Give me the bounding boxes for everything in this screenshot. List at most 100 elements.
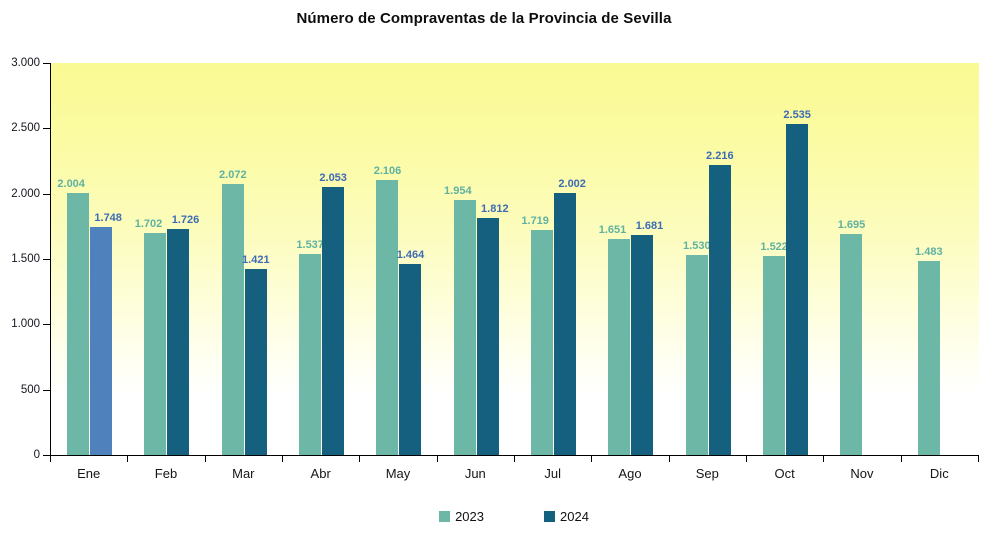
y-tick-mark (43, 324, 50, 326)
y-tick-label: 500 (20, 383, 40, 396)
value-label-2023-dic: 1.483 (915, 246, 943, 259)
y-tick-mark (43, 193, 50, 195)
legend: 2023 2024 (50, 509, 978, 524)
x-tick-mark (514, 455, 515, 462)
legend-label-2023: 2023 (455, 509, 484, 524)
bar-2023-sep: 1.530 (683, 240, 711, 455)
x-tick-mark (591, 455, 593, 462)
x-tick-mark (204, 455, 206, 462)
x-category-label-sep: Sep (695, 466, 719, 481)
bar-group-dic: 1.483 (902, 63, 979, 455)
bar-group-nov: 1.695 (824, 63, 901, 455)
x-tick-mark (282, 455, 283, 462)
bar-2023-may: 2.106 (374, 165, 401, 455)
x-category-label-jul: Jul (544, 466, 561, 481)
legend-item-2023: 2023 (439, 509, 484, 524)
bar-2023-feb: 1.702 (135, 218, 167, 455)
y-tick-label: 2.000 (11, 187, 40, 200)
legend-item-2024: 2024 (544, 509, 589, 524)
value-label-2023-sep: 1.530 (683, 240, 711, 253)
bar-2024-feb: 1.726 (167, 214, 199, 455)
bar-group-mar: 2.072 1.421 (206, 63, 283, 455)
value-label-2024-abr: 2.053 (319, 171, 347, 184)
y-tick-mark (43, 128, 50, 130)
value-label-2023-may: 2.106 (373, 164, 402, 177)
x-tick-mark (50, 455, 51, 462)
y-tick-label: 0 (33, 449, 40, 461)
value-label-2023-abr: 1.537 (296, 239, 324, 252)
value-label-2024-may: 1.464 (396, 248, 425, 261)
x-category-label-ago: Ago (618, 466, 642, 481)
bar-2023-jun: 1.954 (444, 185, 476, 455)
bar-2023-mar: 2.072 (219, 169, 247, 455)
value-label-2023-jul: 1.719 (521, 215, 549, 228)
bar-group-abr: 1.537 2.053 (283, 63, 360, 455)
value-label-2023-oct: 1.522 (760, 241, 788, 254)
legend-label-2024: 2024 (560, 509, 589, 524)
bar-2024-sep: 2.216 (706, 150, 734, 455)
value-label-2023-ene: 2.004 (57, 178, 85, 191)
y-tick-label: 1.500 (11, 253, 40, 265)
x-tick-mark (359, 455, 361, 462)
value-label-2024-jun: 1.812 (481, 203, 509, 216)
x-tick-mark (668, 455, 670, 462)
bar-2023-jul: 1.719 (521, 215, 554, 455)
x-category-label-oct: Oct (774, 466, 795, 481)
x-tick-mark (127, 455, 129, 462)
x-tick-mark (823, 455, 825, 462)
bar-2024-oct: 2.535 (783, 109, 811, 455)
bar-2024-abr: 2.053 (319, 172, 347, 455)
bar-2023-abr: 1.537 (296, 239, 324, 455)
x-category-label-mar: Mar (232, 466, 255, 481)
value-label-2024-ago: 1.681 (635, 220, 664, 233)
y-tick-mark (43, 63, 50, 64)
x-tick-mark (978, 455, 979, 462)
value-label-2023-feb: 1.702 (134, 217, 163, 230)
x-tick-mark (900, 455, 902, 462)
y-tick-label: 2.500 (11, 122, 40, 135)
y-tick-mark (43, 389, 50, 391)
x-category-label-ene: Ene (77, 466, 101, 481)
legend-swatch-2023 (439, 511, 451, 522)
x-category-label-abr: Abr (310, 466, 331, 481)
value-label-2024-mar: 1.421 (242, 254, 270, 267)
y-tick-label: 1.000 (11, 318, 40, 331)
bar-2024-mar: 1.421 (242, 254, 270, 455)
x-category-label-nov: Nov (850, 466, 874, 481)
bar-2023-dic: 1.483 (915, 246, 943, 455)
y-tick-mark (43, 455, 50, 456)
bar-2024-ene: 1.748 (90, 212, 122, 455)
value-label-2024-jul: 2.002 (558, 178, 586, 191)
value-label-2023-ago: 1.651 (598, 224, 627, 237)
value-label-2024-sep: 2.216 (706, 150, 734, 163)
bar-group-feb: 1.702 1.726 (128, 63, 205, 455)
bar-2024-jul: 2.002 (554, 178, 586, 455)
y-tick-mark (43, 259, 50, 260)
legend-swatch-2024 (544, 511, 555, 522)
bar-group-oct: 1.522 2.535 (747, 63, 824, 455)
bar-group-sep: 1.530 2.216 (670, 63, 747, 455)
chart-title: Número de Compraventas de la Provincia d… (296, 10, 672, 27)
value-label-2024-ene: 1.748 (94, 211, 122, 224)
bar-group-ene: 2.004 1.748 (51, 63, 128, 455)
bar-group-ago: 1.651 1.681 (592, 63, 669, 455)
value-label-2023-mar: 2.072 (219, 169, 247, 182)
bar-2024-may: 1.464 (397, 249, 424, 455)
x-category-label-jun: Jun (464, 466, 486, 481)
x-tick-mark (436, 455, 438, 462)
bar-group-may: 2.106 1.464 (360, 63, 437, 455)
bar-2024-ago: 1.681 (631, 220, 663, 455)
value-label-2024-feb: 1.726 (171, 214, 200, 227)
bar-group-jul: 1.719 2.002 (515, 63, 592, 455)
plot-area: 2.004 1.748 1.702 1.726 2.072 1.421 1.537 2.053… (50, 63, 979, 456)
x-category-label-dic: Dic (929, 466, 949, 481)
x-category-label-may: May (385, 466, 411, 481)
bar-2023-ago: 1.651 (599, 224, 631, 455)
x-category-label-feb: Feb (154, 466, 178, 481)
value-label-2023-jun: 1.954 (444, 184, 472, 197)
x-tick-mark (746, 455, 747, 462)
bar-2023-oct: 1.522 (760, 241, 788, 455)
bar-2024-jun: 1.812 (476, 203, 509, 455)
bar-2023-ene: 2.004 (57, 178, 90, 455)
